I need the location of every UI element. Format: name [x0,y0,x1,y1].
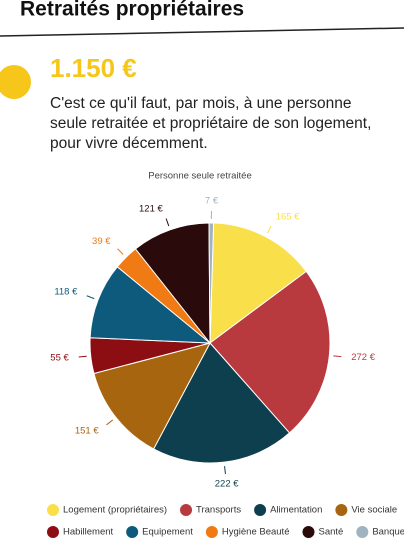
legend-label: Hygiène Beauté [222,527,290,538]
leader-line [333,355,342,358]
value-label: 121 € [139,204,163,215]
value-label: 7 € [205,196,219,207]
pie-slice [208,222,215,344]
value-label: 55 € [50,353,69,364]
value-label: 272 € [351,352,375,363]
legend-label: Santé [318,527,343,538]
headline: 1.150 € [50,53,137,83]
pie-slice [134,222,211,345]
leader-line [86,295,95,300]
legend-swatch [126,526,139,538]
legend-label: Logement (propriétaires) [63,505,167,516]
legend-swatch [335,504,348,516]
legend-label: Transports [196,505,241,516]
legend-label: Vie sociale [351,505,397,516]
page-title: Retraités propriétaires [20,0,244,21]
leader-line [117,248,124,255]
title-rule [0,27,404,37]
value-label: 222 € [215,479,239,490]
pie-slice [93,342,211,450]
legend-swatch [47,504,59,516]
legend-swatch [205,526,218,538]
pie-slice [152,342,291,464]
legend-swatch [47,526,59,538]
pie-slice [209,222,308,345]
value-label: 118 € [54,287,78,298]
legend-swatch [302,526,315,538]
legend-swatch [356,526,369,538]
leader-line [106,419,114,426]
leader-line [224,466,226,475]
legend-swatch [254,504,267,516]
legend-label: Alimentation [270,505,322,516]
description-line: pour vivre décemment. [50,135,208,152]
pie-slice [89,266,212,344]
pie-slice [209,270,331,434]
legend-label: Habillement [63,527,114,538]
leader-line [266,225,272,234]
chart-title: Personne seule retraitée [148,171,252,182]
bullet [0,65,31,99]
value-label: 39 € [92,236,111,247]
leader-line [78,355,87,358]
legend-label: Banque [372,527,404,538]
description-line: seule retraitée et propriétaire de son l… [50,115,371,132]
description-line: C'est ce qu'il faut, par mois, à une per… [50,95,351,112]
value-label: 165 € [276,212,300,223]
legend-label: Equipement [142,527,193,538]
leader-line [165,218,170,227]
value-label: 151 € [75,426,99,437]
legend-swatch [180,504,193,516]
